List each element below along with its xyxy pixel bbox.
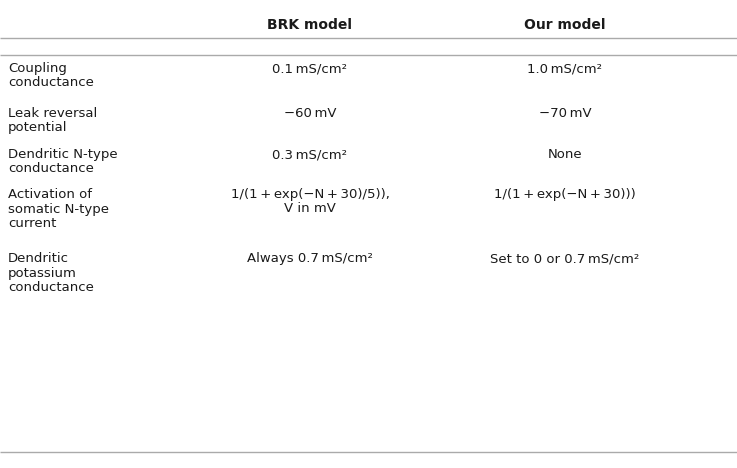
Text: −70 mV: −70 mV (539, 107, 591, 120)
Text: Leak reversal: Leak reversal (8, 107, 97, 120)
Text: Set to 0 or 0.7 mS/cm²: Set to 0 or 0.7 mS/cm² (490, 252, 640, 265)
Text: conductance: conductance (8, 162, 94, 176)
Text: 0.1 mS/cm²: 0.1 mS/cm² (273, 62, 348, 75)
Text: BRK model: BRK model (268, 18, 352, 32)
Text: Always 0.7 mS/cm²: Always 0.7 mS/cm² (247, 252, 373, 265)
Text: 1/(1 + exp(−N + 30)/5)),: 1/(1 + exp(−N + 30)/5)), (231, 188, 389, 201)
Text: Dendritic N-type: Dendritic N-type (8, 148, 118, 161)
Text: V in mV: V in mV (284, 203, 336, 215)
Text: Activation of: Activation of (8, 188, 92, 201)
Text: potassium: potassium (8, 266, 77, 279)
Text: conductance: conductance (8, 281, 94, 294)
Text: Coupling: Coupling (8, 62, 67, 75)
Text: Dendritic: Dendritic (8, 252, 69, 265)
Text: 0.3 mS/cm²: 0.3 mS/cm² (273, 148, 348, 161)
Text: current: current (8, 217, 56, 230)
Text: potential: potential (8, 122, 68, 134)
Text: 1.0 mS/cm²: 1.0 mS/cm² (528, 62, 603, 75)
Text: somatic N-type: somatic N-type (8, 203, 109, 215)
Text: −60 mV: −60 mV (284, 107, 336, 120)
Text: 1/(1 + exp(−N + 30))): 1/(1 + exp(−N + 30))) (494, 188, 636, 201)
Text: Our model: Our model (524, 18, 606, 32)
Text: None: None (548, 148, 582, 161)
Text: conductance: conductance (8, 76, 94, 89)
